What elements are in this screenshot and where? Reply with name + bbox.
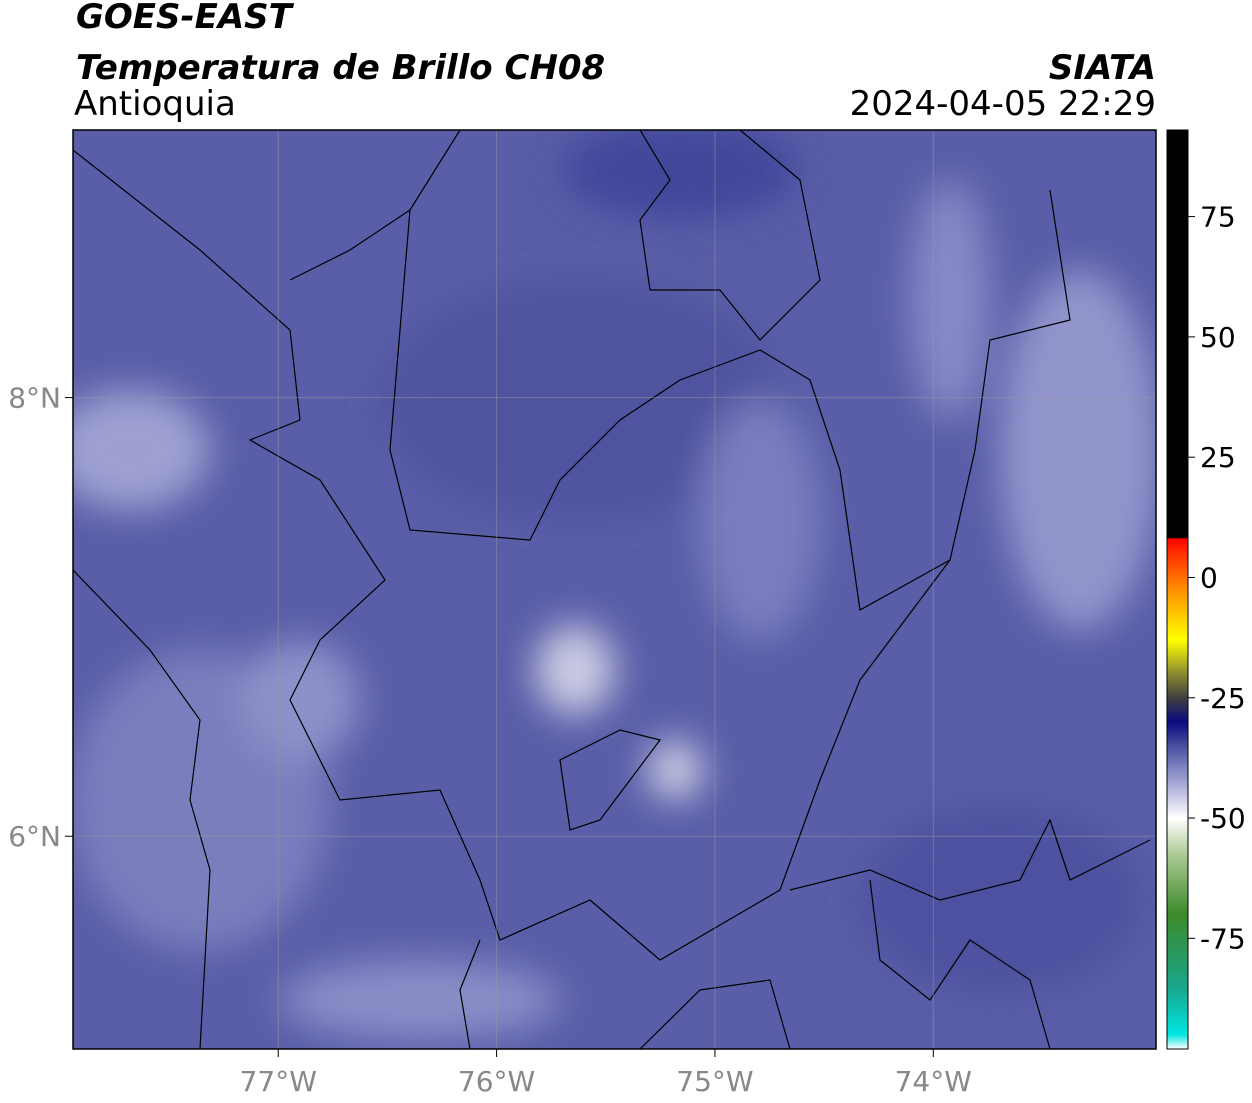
x-tick-label: 76°W: [458, 1065, 535, 1098]
colorbar: [1166, 129, 1189, 1050]
x-tick-label: 75°W: [676, 1065, 753, 1098]
y-tick-label: 8°N: [8, 382, 61, 415]
satellite: GOES-EAST: [76, 0, 295, 37]
y-tick-label: 6°N: [8, 820, 61, 853]
colorbar-tick-label: 25: [1200, 441, 1236, 474]
satellite-image: [73, 130, 1156, 1049]
colorbar-tick-label: 50: [1200, 321, 1236, 354]
map-frame: [72, 129, 1157, 1050]
colorbar-tick-label: -75: [1200, 922, 1246, 955]
grid: [73, 130, 1156, 1049]
x-tick-label: 77°W: [240, 1065, 317, 1098]
colorbar-tick-label: -50: [1200, 802, 1246, 835]
region: Antioquia: [74, 84, 236, 124]
datetime: 2024-04-05 22:29: [850, 84, 1156, 124]
colorbar-tick-label: -25: [1200, 682, 1246, 715]
colorbar-tick-label: 0: [1200, 561, 1218, 594]
colorbar-tick-label: 75: [1200, 201, 1236, 234]
source: SIATA: [1049, 48, 1156, 88]
title: Temperatura de Brillo CH08: [76, 48, 605, 88]
x-tick-label: 74°W: [895, 1065, 972, 1098]
